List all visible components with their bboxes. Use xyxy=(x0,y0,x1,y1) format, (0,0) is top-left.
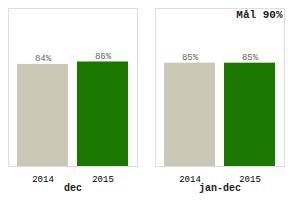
svg-text:Mål 90%: Mål 90% xyxy=(236,9,283,21)
svg-text:86%: 86% xyxy=(95,52,112,62)
svg-text:85%: 85% xyxy=(242,53,259,63)
svg-text:84%: 84% xyxy=(35,54,52,64)
svg-text:dec: dec xyxy=(64,183,82,194)
svg-text:2014: 2014 xyxy=(179,175,201,185)
svg-text:2014: 2014 xyxy=(32,175,54,185)
svg-text:jan-dec: jan-dec xyxy=(199,183,241,194)
svg-text:2015: 2015 xyxy=(239,175,261,185)
svg-text:85%: 85% xyxy=(182,53,199,63)
svg-text:2015: 2015 xyxy=(92,175,114,185)
